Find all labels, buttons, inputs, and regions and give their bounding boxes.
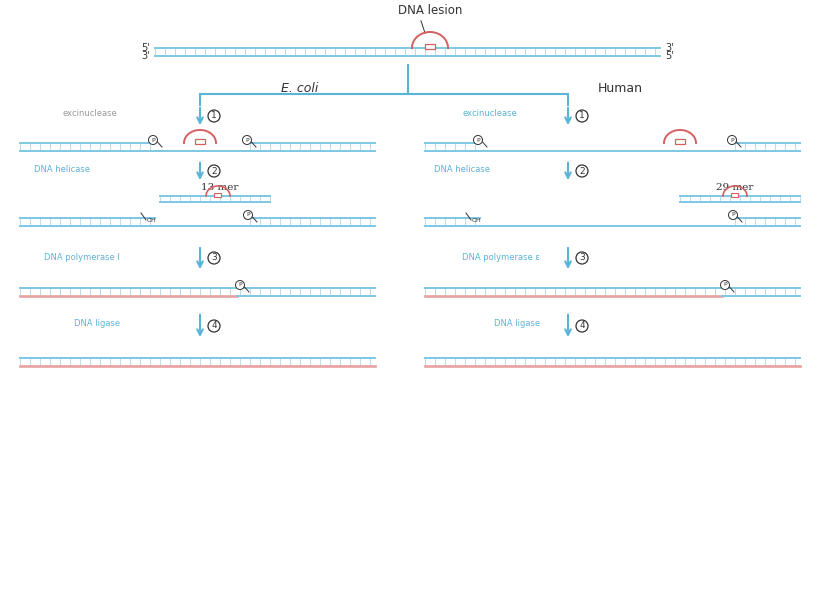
Text: 4: 4: [579, 322, 585, 331]
Text: 5': 5': [665, 51, 674, 61]
Text: 3': 3': [141, 51, 150, 61]
Text: DNA polymerase ε: DNA polymerase ε: [462, 252, 540, 261]
Circle shape: [243, 210, 252, 219]
Text: OH: OH: [472, 218, 482, 222]
Text: Human: Human: [597, 81, 642, 94]
Text: DNA lesion: DNA lesion: [398, 4, 462, 17]
Circle shape: [729, 210, 738, 219]
Text: 1: 1: [211, 111, 217, 121]
Text: DNA helicase: DNA helicase: [34, 166, 90, 175]
Text: P: P: [239, 282, 242, 288]
Text: DNA ligase: DNA ligase: [493, 319, 540, 328]
Text: excinuclease: excinuclease: [462, 109, 517, 118]
Text: E. coli: E. coli: [281, 81, 319, 94]
Bar: [731, 193, 739, 197]
Text: 5': 5': [141, 43, 150, 53]
Text: DNA polymerase I: DNA polymerase I: [44, 252, 120, 261]
Text: P: P: [476, 138, 480, 142]
Text: P: P: [730, 138, 734, 142]
Circle shape: [576, 252, 588, 264]
Text: 13 mer: 13 mer: [201, 184, 239, 193]
Circle shape: [208, 165, 220, 177]
Circle shape: [149, 136, 158, 145]
Text: 3: 3: [579, 254, 585, 263]
Circle shape: [208, 110, 220, 122]
Text: P: P: [731, 212, 734, 218]
Text: P: P: [723, 282, 727, 288]
Text: 1: 1: [579, 111, 585, 121]
Circle shape: [243, 136, 252, 145]
Text: DNA helicase: DNA helicase: [434, 166, 490, 175]
Circle shape: [576, 110, 588, 122]
Bar: [215, 193, 221, 197]
Circle shape: [208, 252, 220, 264]
Bar: [425, 44, 435, 49]
Text: 29 mer: 29 mer: [717, 184, 754, 193]
Text: 4: 4: [211, 322, 217, 331]
Circle shape: [721, 280, 730, 289]
Circle shape: [576, 320, 588, 332]
Text: 3: 3: [211, 254, 217, 263]
Text: P: P: [245, 138, 249, 142]
Text: excinuclease: excinuclease: [63, 109, 118, 118]
Text: 2: 2: [211, 166, 217, 175]
Text: OH: OH: [147, 218, 157, 222]
Circle shape: [208, 320, 220, 332]
Text: 3': 3': [665, 43, 674, 53]
Text: 2: 2: [579, 166, 585, 175]
Circle shape: [727, 136, 736, 145]
Circle shape: [235, 280, 244, 289]
Circle shape: [474, 136, 483, 145]
Bar: [195, 139, 205, 144]
Bar: [675, 139, 685, 144]
Text: P: P: [151, 138, 154, 142]
Circle shape: [576, 165, 588, 177]
Text: DNA ligase: DNA ligase: [74, 319, 120, 328]
Text: P: P: [246, 212, 250, 218]
